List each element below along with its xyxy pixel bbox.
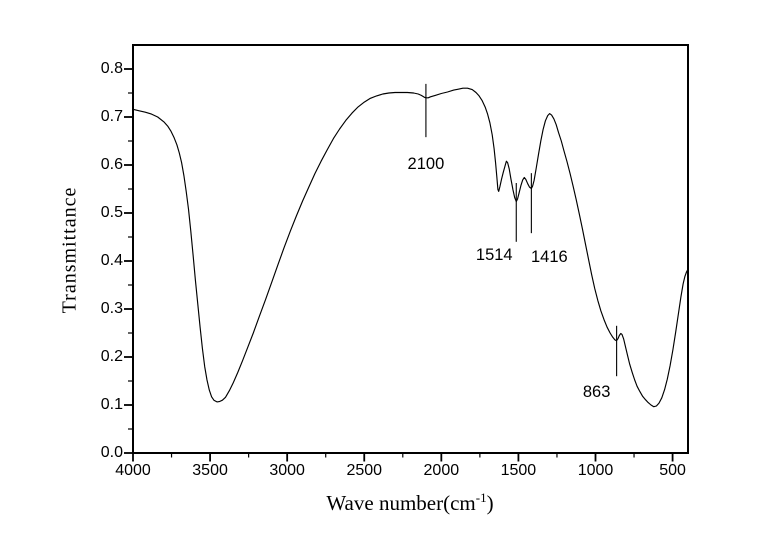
y-tick-label: 0.4 xyxy=(100,252,123,269)
y-axis-title: Transmittance xyxy=(58,186,81,314)
x-tick-label: 1000 xyxy=(577,462,614,479)
x-tick-label: 500 xyxy=(659,462,686,479)
x-tick-label: 1500 xyxy=(500,462,537,479)
y-tick-label: 0.5 xyxy=(100,204,123,221)
annotation-label-2100: 2100 xyxy=(407,155,445,174)
annotation-label-863: 863 xyxy=(582,383,611,402)
x-axis-title-superscript: -1 xyxy=(475,490,487,505)
y-tick-label: 0.8 xyxy=(100,60,123,77)
y-tick-label: 0.1 xyxy=(100,396,123,413)
plot-border xyxy=(132,44,689,454)
x-tick-label: 2500 xyxy=(346,462,383,479)
x-tick-label: 4000 xyxy=(115,462,151,479)
x-tick-label: 2000 xyxy=(423,462,460,479)
y-tick-label: 0.0 xyxy=(100,444,123,461)
y-tick-label: 0.2 xyxy=(100,348,123,365)
y-tick-label: 0.6 xyxy=(100,156,123,173)
y-tick-label: 0.3 xyxy=(100,300,123,317)
annotation-label-1514: 1514 xyxy=(475,246,513,264)
spectrum-curve xyxy=(132,87,689,408)
x-axis-title-text: Wave number(cm xyxy=(326,491,476,515)
x-tick-label: 3000 xyxy=(269,462,305,479)
annotation-label-1416: 1416 xyxy=(531,248,568,267)
x-axis-title-close: ) xyxy=(486,491,494,515)
y-tick-label: 0.7 xyxy=(100,108,123,125)
x-tick-label: 3500 xyxy=(192,462,228,479)
x-axis-title: Wave number(cm-1) xyxy=(326,490,493,516)
